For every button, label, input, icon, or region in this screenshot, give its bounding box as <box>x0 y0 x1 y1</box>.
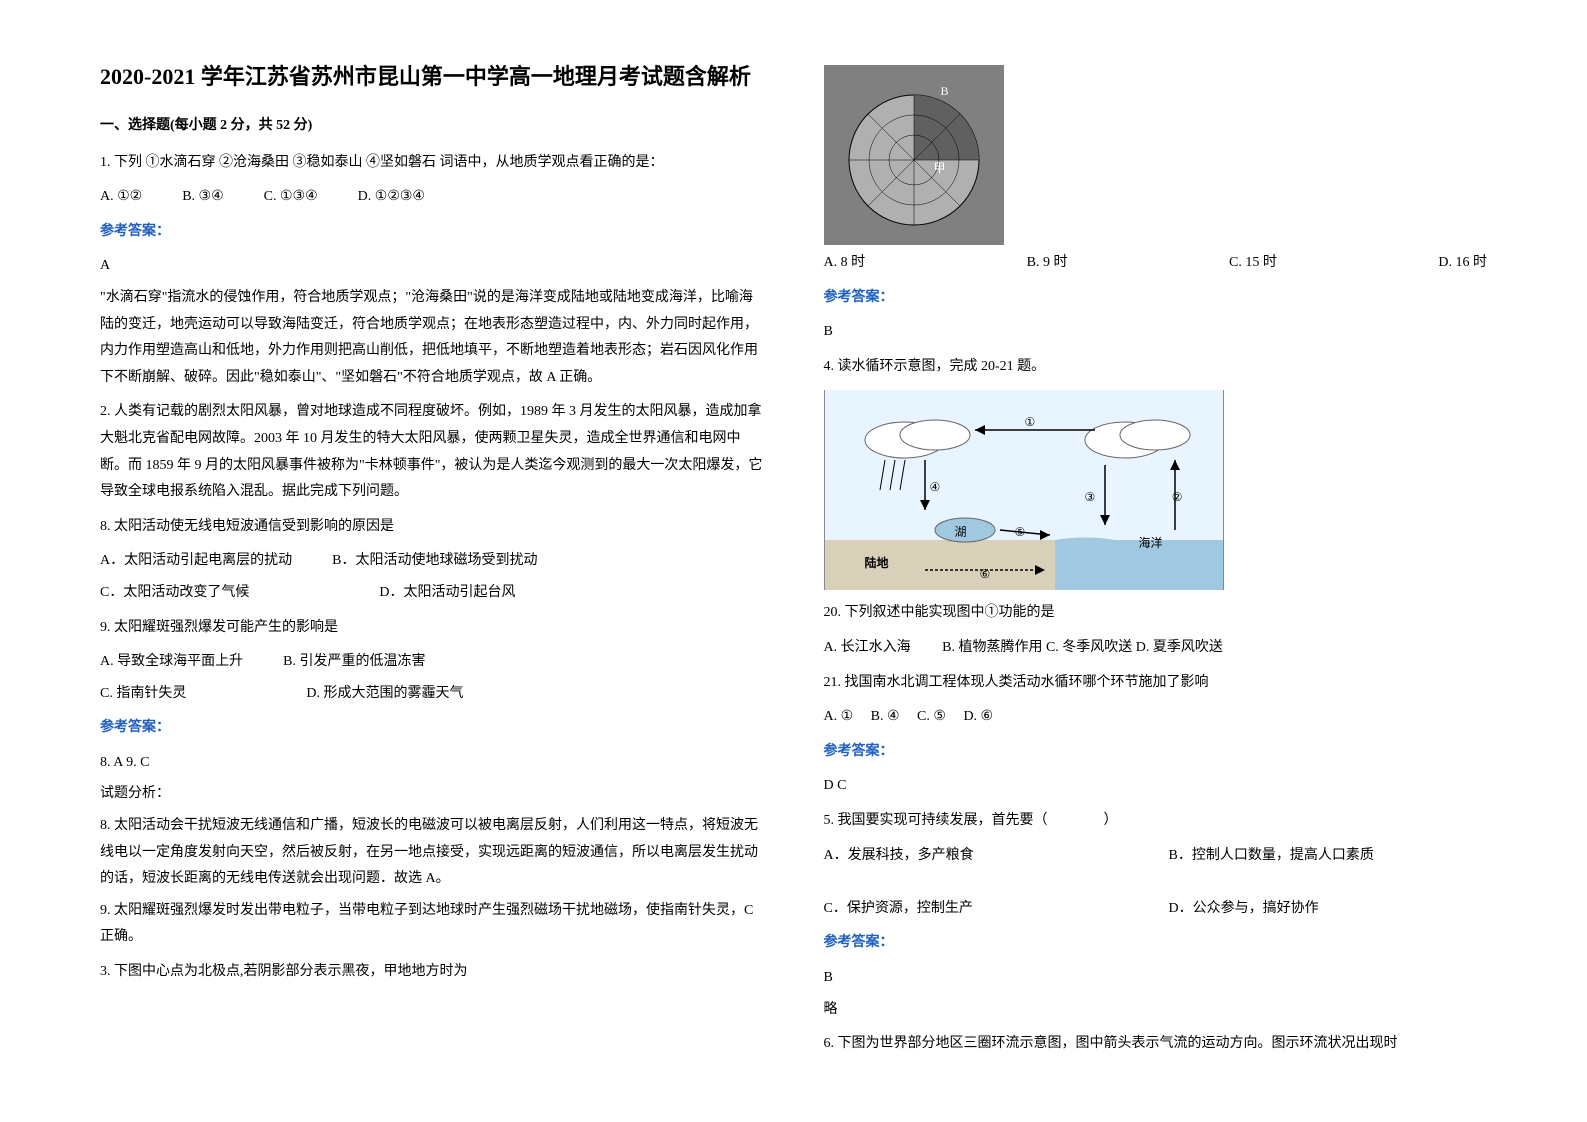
q2-sub9-optD: D. 形成大范围的雾霾天气 <box>306 681 463 708</box>
right-column: B 甲 A. 8 时 B. 9 时 C. 15 时 D. 16 时 参考答案： … <box>824 60 1488 1066</box>
q4-label-hu: 湖 <box>955 521 967 544</box>
q2-sub9-optB: B. 引发严重的低温冻害 <box>283 649 425 676</box>
polar-diagram-icon <box>824 65 1004 245</box>
q2-sub9-optA: A. 导致全球海平面上升 <box>100 649 243 676</box>
q2-analysis8: 8. 太阳活动会干扰短波无线通信和广播，短波长的电磁波可以被电离层反射，人们利用… <box>100 813 764 893</box>
q4-label-4: ④ <box>930 476 941 499</box>
q3-optC: C. 15 时 <box>1229 250 1277 277</box>
q3-label-jia: 甲 <box>934 157 946 180</box>
q1-analysis: "水滴石穿"指流水的侵蚀作用，符合地质学观点；"沧海桑田"说的是海洋变成陆地或陆… <box>100 285 764 391</box>
q2-sub8-optC: C．太阳活动改变了气候 <box>100 580 249 607</box>
q2-sub9-opts-row2: C. 指南针失灵 D. 形成大范围的雾霾天气 <box>100 681 764 708</box>
q4-sub21: 21. 找国南水北调工程体现人类活动水循环哪个环节施加了影响 <box>824 670 1488 697</box>
q2-sub9: 9. 太阳耀斑强烈爆发可能产生的影响是 <box>100 615 764 642</box>
q1-stem: 1. 下列 ①水滴石穿 ②沧海桑田 ③稳如泰山 ④坚如磐石 词语中，从地质学观点… <box>100 150 764 177</box>
q5-opts-row1: A．发展科技，多产粮食 B．控制人口数量，提高人口素质 <box>824 843 1488 870</box>
q5-answer-label: 参考答案： <box>824 930 1488 957</box>
q1-answer-label: 参考答案： <box>100 219 764 246</box>
section-header: 一、选择题(每小题 2 分，共 52 分) <box>100 113 764 140</box>
q3-stem: 3. 下图中心点为北极点,若阴影部分表示黑夜，甲地地方时为 <box>100 959 764 986</box>
q3-optB: B. 9 时 <box>1027 250 1068 277</box>
q4-label-6: ⑥ <box>980 563 991 586</box>
q2-sub8: 8. 太阳活动使无线电短波通信受到影响的原因是 <box>100 514 764 541</box>
q4-label-3: ③ <box>1085 486 1096 509</box>
q4-label-ludi: 陆地 <box>865 552 889 575</box>
q4-label-2: ② <box>1172 486 1183 509</box>
q3-optA: A. 8 时 <box>824 250 866 277</box>
q2-sub9-optC: C. 指南针失灵 <box>100 681 186 708</box>
q4-label-haiyang: 海洋 <box>1138 532 1162 555</box>
q2-answer-label: 参考答案： <box>100 715 764 742</box>
q2-stem: 2. 人类有记载的剧烈太阳风暴，曾对地球造成不同程度破坏。例如，1989 年 3… <box>100 399 764 505</box>
q4-answer-label: 参考答案： <box>824 739 1488 766</box>
q2-sub8-optB: B．太阳活动使地球磁场受到扰动 <box>332 548 537 575</box>
q2-answer: 8. A 9. C <box>100 750 764 777</box>
q1-optC: C. ①③④ <box>264 184 318 211</box>
q1-options: A. ①② B. ③④ C. ①③④ D. ①②③④ <box>100 184 764 211</box>
q2-analysis-label: 试题分析： <box>100 781 764 808</box>
q4-answer: D C <box>824 773 1488 800</box>
q4-diagram: ① ② ③ ④ ⑤ ⑥ 湖 陆地 海洋 <box>824 390 1224 590</box>
q4-stem: 4. 读水循环示意图，完成 20-21 题。 <box>824 354 1488 381</box>
q4-sub20: 20. 下列叙述中能实现图中①功能的是 <box>824 600 1488 627</box>
q2-sub8-opts-row2: C．太阳活动改变了气候 D．太阳活动引起台风 <box>100 580 764 607</box>
q5-answer: B <box>824 965 1488 992</box>
q4-sub21-opts: A. ① B. ④ C. ⑤ D. ⑥ <box>824 704 1488 731</box>
q1-optD: D. ①②③④ <box>358 184 425 211</box>
q6-stem: 6. 下图为世界部分地区三圈环流示意图，图中箭头表示气流的运动方向。图示环流状况… <box>824 1031 1488 1058</box>
q1-optB: B. ③④ <box>182 184 223 211</box>
q1-answer: A <box>100 253 764 280</box>
q5-stem: 5. 我国要实现可持续发展，首先要（ ） <box>824 808 1488 835</box>
q3-answer-label: 参考答案： <box>824 285 1488 312</box>
q5-optD: D．公众参与，搞好协作 <box>1169 896 1487 923</box>
q4-label-5: ⑤ <box>1015 521 1026 544</box>
q5-analysis: 略 <box>824 997 1488 1024</box>
page-title: 2020-2021 学年江苏省苏州市昆山第一中学高一地理月考试题含解析 <box>100 60 764 93</box>
q4-label-1: ① <box>1025 411 1036 434</box>
q2-sub8-optA: A．太阳活动引起电离层的扰动 <box>100 548 292 575</box>
q5-opts-row2: C．保护资源，控制生产 D．公众参与，搞好协作 <box>824 896 1488 923</box>
q2-sub8-opts-row1: A．太阳活动引起电离层的扰动 B．太阳活动使地球磁场受到扰动 <box>100 548 764 575</box>
q3-answer: B <box>824 319 1488 346</box>
q5-optC: C．保护资源，控制生产 <box>824 896 1142 923</box>
q3-options: A. 8 时 B. 9 时 C. 15 时 D. 16 时 <box>824 250 1488 277</box>
q5-optA: A．发展科技，多产粮食 <box>824 843 1142 870</box>
q1-optA: A. ①② <box>100 184 142 211</box>
page-container: 2020-2021 学年江苏省苏州市昆山第一中学高一地理月考试题含解析 一、选择… <box>100 60 1487 1066</box>
q5-optB: B．控制人口数量，提高人口素质 <box>1169 843 1487 870</box>
q3-label-B: B <box>940 80 948 103</box>
q2-sub9-opts-row1: A. 导致全球海平面上升 B. 引发严重的低温冻害 <box>100 649 764 676</box>
left-column: 2020-2021 学年江苏省苏州市昆山第一中学高一地理月考试题含解析 一、选择… <box>100 60 764 1066</box>
q3-diagram: B 甲 <box>824 65 1004 245</box>
q2-analysis9: 9. 太阳耀斑强烈爆发时发出带电粒子，当带电粒子到达地球时产生强烈磁场干扰地磁场… <box>100 898 764 951</box>
q4-sub20-opts: A. 长江水入海 B. 植物蒸腾作用 C. 冬季风吹送 D. 夏季风吹送 <box>824 635 1488 662</box>
q3-optD: D. 16 时 <box>1438 250 1487 277</box>
q2-sub8-optD: D．太阳活动引起台风 <box>379 580 515 607</box>
